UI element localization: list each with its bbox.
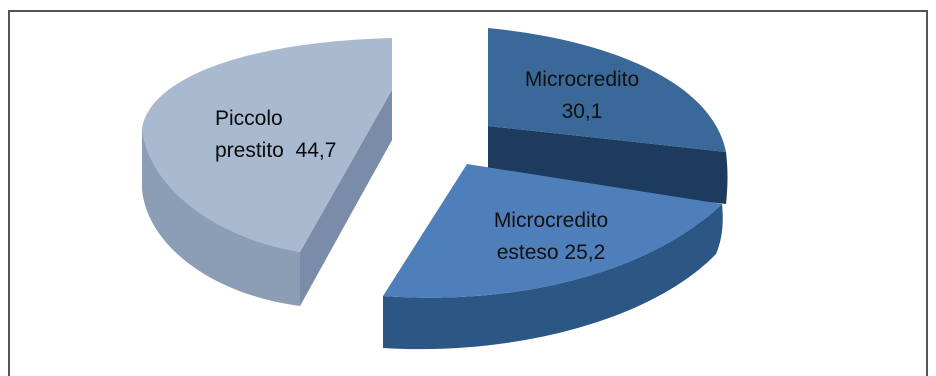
slice-microcredito-top bbox=[488, 28, 726, 152]
label-piccolo-prestito-line2: prestito 44,7 bbox=[215, 139, 336, 162]
slice-microcredito-esteso-top bbox=[383, 164, 722, 298]
label-microcredito-line1: Microcredito bbox=[525, 68, 639, 91]
slice-piccolo-prestito bbox=[141, 38, 392, 306]
slice-piccolo-prestito-inner-wall bbox=[300, 90, 392, 306]
slice-microcredito-esteso bbox=[383, 164, 723, 350]
label-microcredito-esteso-line1: Microcredito bbox=[494, 209, 608, 232]
slice-piccolo-prestito-wall bbox=[142, 128, 300, 306]
label-microcredito-esteso-line2: esteso 25,2 bbox=[497, 241, 606, 264]
slice-piccolo-prestito-top bbox=[142, 38, 392, 252]
slice-microcredito-esteso-side bbox=[383, 204, 723, 350]
label-piccolo-prestito-line1: Piccolo bbox=[215, 107, 283, 130]
top-strip bbox=[0, 0, 936, 5]
label-microcredito-line2: 30,1 bbox=[562, 100, 603, 123]
